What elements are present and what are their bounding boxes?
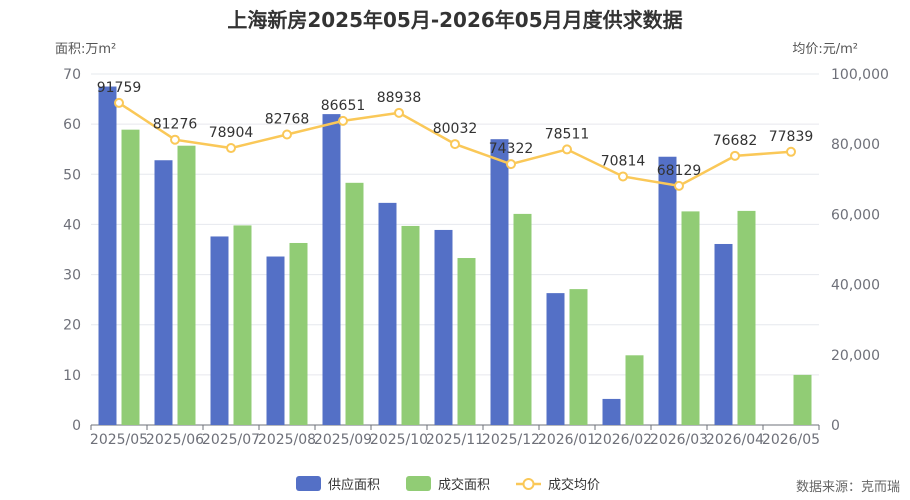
y-right-tick-label: 0: [831, 418, 840, 434]
bar: [289, 242, 308, 425]
line-point: [338, 115, 348, 126]
x-tick-label: 2025/06: [146, 432, 204, 448]
bar: [457, 258, 476, 425]
x-tick-label: 2026/02: [594, 432, 652, 448]
y-left-tick-label: 30: [63, 268, 81, 284]
bar: [121, 129, 140, 425]
bar: [322, 114, 341, 425]
source-note: 数据来源：克而瑞: [795, 480, 900, 495]
data-label: 91759: [97, 80, 142, 96]
line-point: [394, 107, 404, 118]
line-point: [674, 180, 684, 191]
legend-swatch-marker: [522, 478, 535, 490]
y-left-tick-label: 70: [63, 67, 81, 83]
data-label: 70814: [601, 153, 646, 169]
y-right-tick-label: 60,000: [831, 207, 880, 223]
bar: [793, 374, 812, 425]
line-point: [226, 143, 236, 154]
line-point: [562, 144, 572, 155]
bar: [378, 202, 397, 425]
bar: [625, 355, 644, 425]
x-tick-label: 2026/04: [706, 432, 764, 448]
bar: [401, 225, 420, 425]
bar: [154, 160, 173, 425]
y-axis-right-label: 均价:元/m²: [792, 42, 858, 57]
line-point: [450, 139, 460, 150]
data-label: 68129: [657, 163, 702, 179]
data-label: 77839: [769, 129, 814, 145]
y-left-tick-label: 20: [63, 318, 81, 334]
bar: [490, 139, 509, 425]
line-point: [618, 171, 628, 182]
bar: [177, 145, 196, 425]
bar: [266, 256, 285, 425]
line-point: [114, 97, 124, 108]
x-tick-label: 2026/03: [650, 432, 708, 448]
data-label: 76682: [713, 133, 758, 149]
bar: [434, 229, 453, 425]
y-left-tick-label: 50: [63, 167, 81, 183]
bar: [737, 210, 756, 425]
data-label: 78511: [545, 126, 590, 142]
bar: [546, 293, 565, 425]
data-label: 86651: [321, 98, 366, 114]
bar: [658, 156, 677, 425]
bar: [681, 211, 700, 425]
x-tick-label: 2026/01: [538, 432, 596, 448]
line-point: [786, 146, 796, 157]
bar: [345, 182, 364, 425]
bar: [98, 86, 117, 426]
y-right-tick-label: 20,000: [831, 348, 880, 364]
line-point: [170, 134, 180, 145]
line-point: [506, 159, 516, 170]
line-point: [730, 150, 740, 161]
legend-label: 成交面积: [438, 477, 490, 493]
y-left-tick-label: 10: [63, 368, 81, 384]
x-tick-label: 2025/10: [370, 432, 428, 448]
legend-label: 供应面积: [328, 477, 380, 493]
chart-title: 上海新房2025年05月-2026年05月月度供求数据: [227, 8, 683, 32]
bar: [513, 213, 532, 425]
x-tick-label: 2026/05: [762, 432, 820, 448]
data-label: 80032: [433, 121, 478, 137]
data-label: 78904: [209, 125, 254, 141]
legend-swatch: [406, 476, 431, 491]
data-label: 74322: [489, 141, 534, 157]
bar: [714, 243, 733, 425]
x-tick-label: 2025/09: [314, 432, 372, 448]
data-label: 88938: [377, 90, 422, 106]
data-label: 81276: [153, 117, 198, 133]
bar: [569, 289, 588, 425]
y-axis-left-label: 面积:万m²: [55, 42, 117, 57]
x-tick-label: 2025/05: [90, 432, 148, 448]
legend-label: 成交均价: [548, 477, 600, 493]
bar: [233, 225, 252, 425]
x-tick-label: 2025/07: [202, 432, 260, 448]
y-left-tick-label: 40: [63, 217, 81, 233]
y-right-tick-label: 80,000: [831, 137, 880, 153]
line-point: [282, 129, 292, 140]
y-right-tick-label: 100,000: [831, 67, 889, 83]
legend-swatch: [296, 476, 321, 491]
bar: [210, 236, 229, 425]
x-tick-label: 2025/11: [426, 432, 484, 448]
y-left-tick-label: 0: [72, 418, 81, 434]
bar: [602, 398, 621, 425]
y-left-tick-label: 60: [63, 117, 81, 133]
y-right-tick-label: 40,000: [831, 278, 880, 294]
data-label: 82768: [265, 111, 310, 127]
x-tick-label: 2025/12: [482, 432, 540, 448]
x-tick-label: 2025/08: [258, 432, 316, 448]
